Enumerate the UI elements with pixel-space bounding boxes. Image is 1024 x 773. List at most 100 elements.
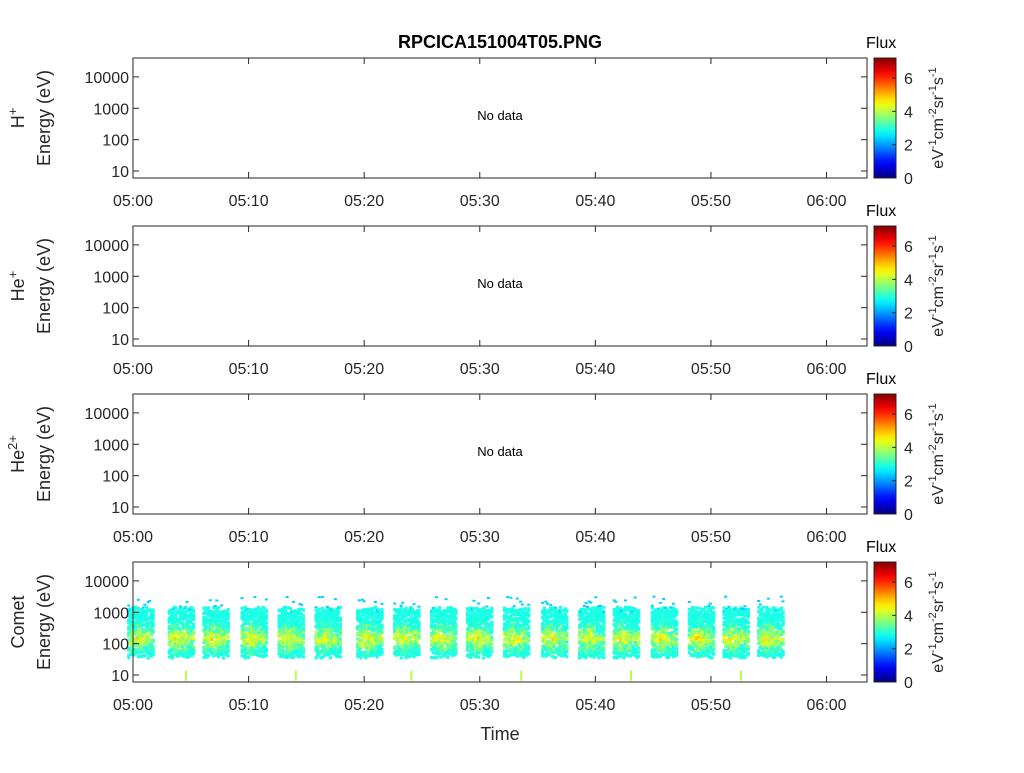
spectrogram-cell	[675, 642, 678, 645]
spectrogram-cell	[404, 607, 407, 610]
spectrogram-cell	[593, 656, 596, 659]
spectrogram-cell	[241, 597, 244, 599]
spectrogram-cell	[565, 641, 568, 644]
spectrogram-cell	[174, 613, 177, 616]
spectrogram-cell	[329, 638, 332, 641]
x-tick-label: 05:20	[344, 529, 384, 546]
spectrogram-cell	[474, 623, 477, 626]
spectrogram-cell	[490, 647, 493, 650]
spectrogram-cell	[581, 636, 584, 639]
x-tick-label: 05:40	[575, 361, 615, 378]
spectrogram-burst	[127, 599, 155, 660]
spectrogram-cell	[675, 653, 678, 656]
spectrogram-cell	[253, 647, 256, 650]
spectrogram-cell	[454, 630, 457, 633]
colorbar-title: Flux	[866, 203, 896, 220]
spectrogram-cell	[565, 616, 568, 619]
spectrogram-cell	[366, 618, 369, 621]
spectrogram-cell	[143, 604, 146, 606]
spectrogram-cell	[292, 601, 295, 603]
x-tick-label: 05:10	[229, 529, 269, 546]
spectrogram-cell	[435, 596, 438, 598]
x-tick-label: 05:10	[229, 361, 269, 378]
spectrogram-cell	[152, 618, 155, 621]
x-tick-label: 05:00	[113, 529, 153, 546]
spectrogram-cell	[602, 606, 605, 609]
spectrogram-cell	[543, 607, 546, 610]
spectrogram-cell	[526, 642, 529, 645]
spectrogram-cell	[544, 601, 547, 603]
colorbar-tick-label: 4	[904, 440, 913, 457]
no-data-label: No data	[477, 444, 523, 459]
spectrogram-cell	[565, 647, 568, 650]
spectrogram-cell	[380, 608, 383, 611]
y-tick-label: 10	[111, 332, 129, 349]
spectrogram-cell	[186, 601, 189, 603]
spectrogram-cell	[227, 636, 230, 639]
spectrogram-cell	[469, 636, 472, 639]
spectrogram-cell	[490, 607, 493, 610]
spectrogram-cell	[583, 605, 586, 607]
spectrogram-cell	[380, 603, 383, 605]
spectrogram-cell	[417, 653, 420, 656]
spectrogram-cell	[255, 650, 258, 653]
x-tick-label: 05:30	[460, 529, 500, 546]
colorbar-tick-label: 6	[904, 407, 913, 424]
spectrogram-cell	[289, 607, 292, 610]
spectrogram-cell	[302, 655, 305, 658]
figure-title: RPCICA151004T05.PNG	[398, 32, 602, 52]
spectrogram-cell	[302, 623, 305, 626]
spectrogram-cell	[433, 629, 436, 632]
spectrogram-cell	[413, 603, 416, 605]
spectrogram-cell	[637, 627, 640, 630]
spectrogram-cell	[227, 648, 230, 651]
spectrogram-cell	[594, 596, 597, 598]
panel-energy-label: Energy (eV)	[34, 70, 54, 166]
spectrogram-cell	[302, 609, 305, 612]
spectrogram-cell	[417, 621, 420, 624]
spectrogram-cell	[599, 605, 602, 607]
spectrogram-cell	[527, 645, 530, 648]
spectrogram-cell	[417, 632, 420, 635]
spectrogram-cell	[599, 607, 602, 610]
y-tick-label: 10	[111, 500, 129, 517]
spectrogram-cell	[490, 626, 493, 629]
colorbar-tick-label: 6	[904, 71, 913, 88]
spectrogram-cell	[527, 652, 530, 655]
spectrogram-cell	[519, 601, 522, 603]
spectrogram-cell	[152, 629, 155, 632]
spectrogram-cell	[482, 657, 485, 660]
spectrogram-cell	[446, 656, 449, 659]
spectrogram-cell	[565, 638, 568, 641]
panel-species-label: He+	[5, 271, 28, 302]
spectrogram-cell	[518, 643, 521, 646]
colorbar-title: Flux	[866, 35, 896, 52]
spectrogram-cell	[417, 629, 420, 632]
spectrogram-cell	[380, 631, 383, 634]
spectrogram-cell	[474, 638, 477, 641]
spectrogram-cell	[227, 608, 230, 611]
spectrogram-cell	[207, 654, 210, 657]
spectrogram-cell	[265, 631, 268, 634]
spectrogram-cell	[549, 604, 552, 606]
spectrogram-cell	[527, 614, 530, 617]
spectrogram-burst	[503, 596, 531, 680]
spectrogram-cell	[302, 634, 305, 637]
spectrogram-cell	[339, 623, 342, 626]
spectrogram-cell	[477, 603, 480, 605]
spectrogram-burst	[688, 601, 716, 660]
spectrogram-cell	[336, 623, 339, 626]
colorbar-unit-label: eV-1cm-2sr-1s-1	[927, 403, 947, 504]
spectrogram-cell	[688, 651, 691, 654]
spectrogram-cell	[454, 647, 457, 650]
comet-spectrogram	[127, 596, 785, 681]
colorbar-gradient	[874, 394, 896, 514]
spectrogram-cell	[602, 656, 605, 659]
spectrogram-cell	[265, 626, 268, 629]
spectrogram-cell	[329, 656, 332, 659]
spectrogram-cell	[142, 623, 145, 626]
spectrogram-cell	[339, 626, 342, 629]
spectrogram-cell	[410, 671, 412, 681]
spectrogram-cell	[602, 616, 605, 619]
